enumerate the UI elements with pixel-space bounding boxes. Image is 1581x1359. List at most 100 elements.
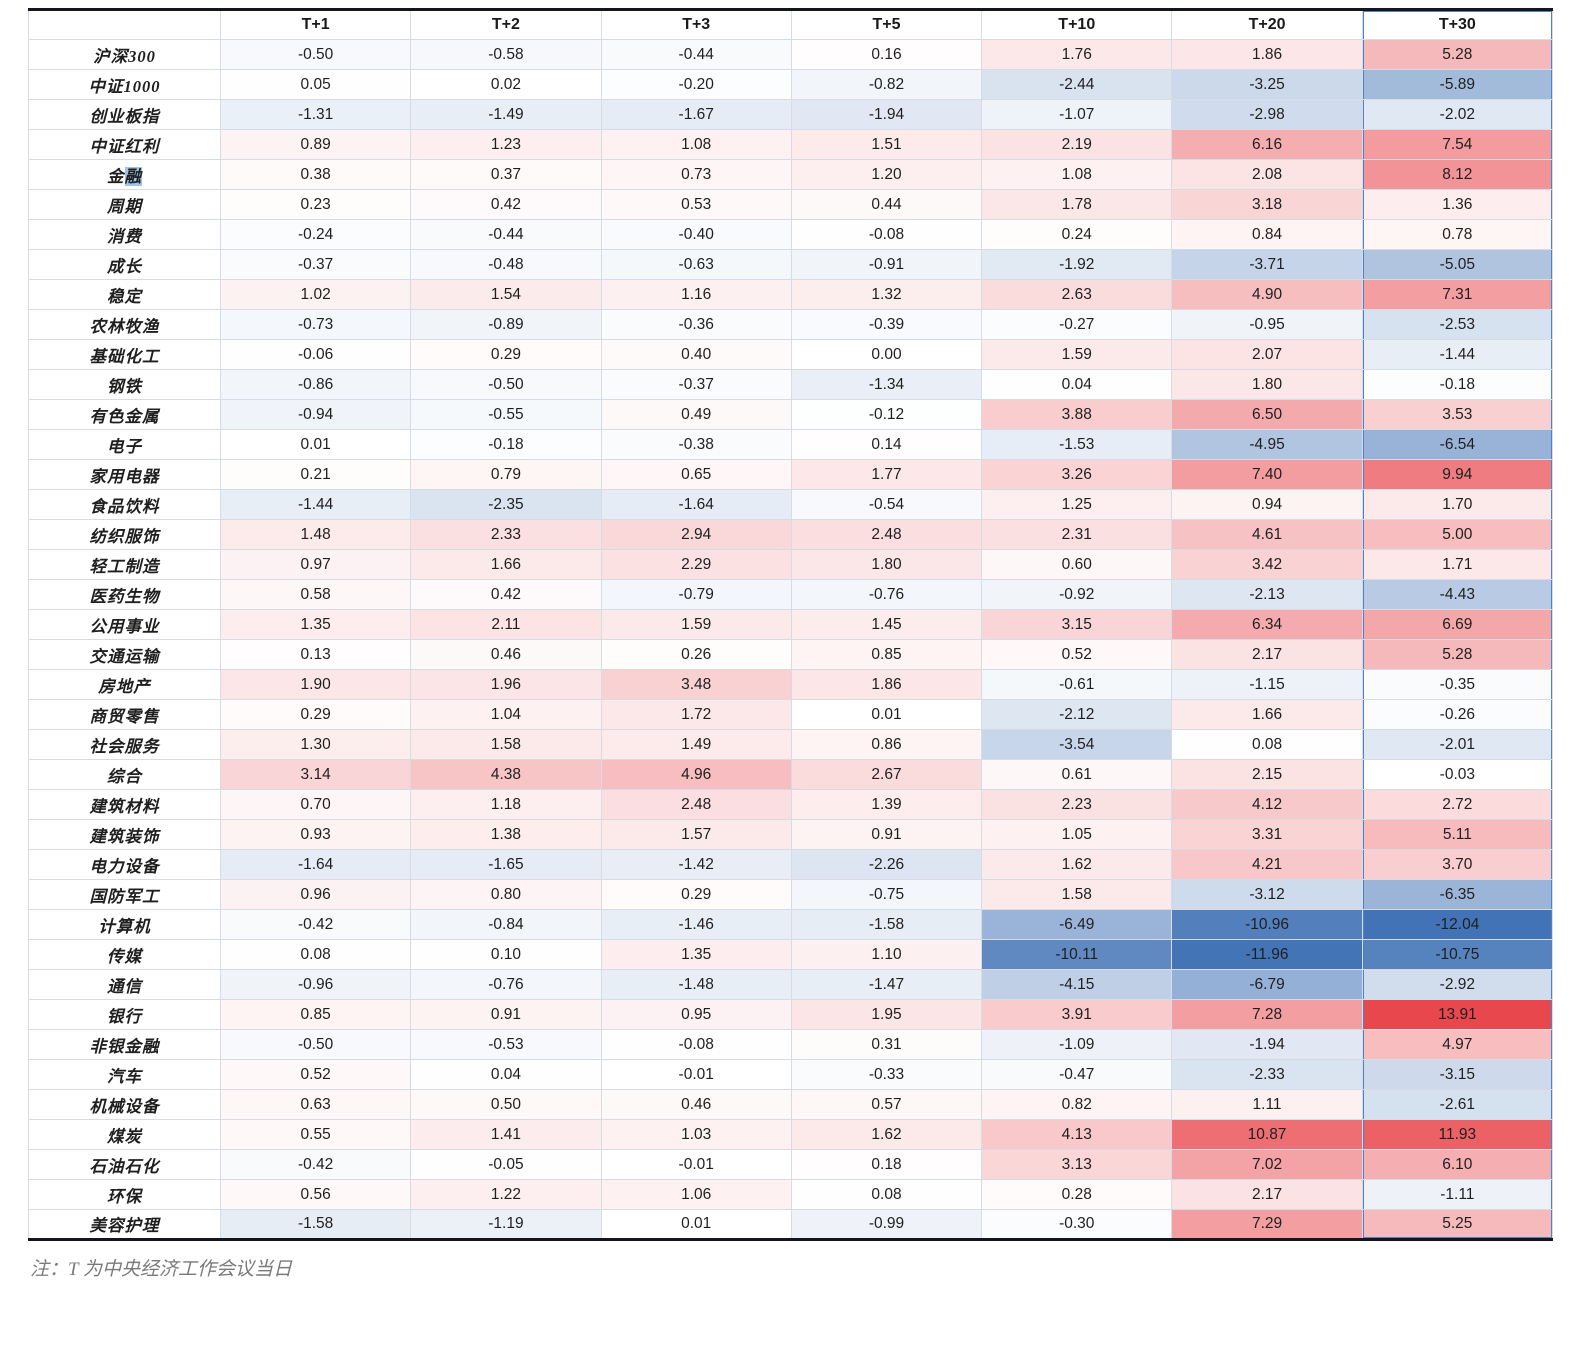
- heatmap-cell[interactable]: 5.11: [1361, 819, 1554, 850]
- heatmap-cell[interactable]: 0.37: [410, 159, 602, 190]
- heatmap-cell[interactable]: -0.44: [410, 219, 602, 250]
- heatmap-cell[interactable]: 0.52: [219, 1059, 412, 1090]
- heatmap-cell[interactable]: -0.50: [219, 39, 412, 70]
- column-header-t1[interactable]: T+1: [219, 9, 412, 40]
- heatmap-cell[interactable]: -0.42: [219, 1149, 412, 1180]
- heatmap-cell[interactable]: 1.05: [981, 819, 1173, 850]
- heatmap-cell[interactable]: 0.29: [600, 879, 792, 910]
- heatmap-cell[interactable]: -1.11: [1361, 1179, 1554, 1210]
- column-header-t20[interactable]: T+20: [1171, 9, 1363, 40]
- heatmap-cell[interactable]: 0.57: [790, 1089, 983, 1120]
- heatmap-cell[interactable]: -0.08: [600, 1029, 792, 1060]
- heatmap-cell[interactable]: 11.93: [1361, 1119, 1554, 1150]
- heatmap-cell[interactable]: -0.63: [600, 249, 792, 280]
- heatmap-cell[interactable]: 10.87: [1171, 1119, 1363, 1150]
- heatmap-cell[interactable]: 0.58: [219, 579, 412, 610]
- heatmap-cell[interactable]: 0.29: [219, 699, 412, 730]
- heatmap-cell[interactable]: 4.38: [410, 759, 602, 790]
- heatmap-cell[interactable]: -0.33: [790, 1059, 983, 1090]
- row-label[interactable]: 电子: [28, 429, 221, 460]
- heatmap-cell[interactable]: 3.26: [981, 459, 1173, 490]
- heatmap-cell[interactable]: -0.18: [410, 429, 602, 460]
- row-label[interactable]: 中证1000: [28, 69, 221, 100]
- heatmap-cell[interactable]: 1.39: [790, 789, 983, 820]
- heatmap-cell[interactable]: -3.15: [1361, 1059, 1554, 1090]
- heatmap-cell[interactable]: -0.96: [219, 969, 412, 1000]
- heatmap-cell[interactable]: -0.47: [981, 1059, 1173, 1090]
- heatmap-cell[interactable]: 5.00: [1361, 519, 1554, 550]
- row-label[interactable]: 有色金属: [28, 399, 221, 430]
- heatmap-cell[interactable]: 0.16: [790, 39, 983, 70]
- heatmap-cell[interactable]: 0.01: [600, 1209, 792, 1240]
- heatmap-cell[interactable]: 5.25: [1361, 1209, 1554, 1240]
- heatmap-cell[interactable]: -1.44: [1361, 339, 1554, 370]
- heatmap-cell[interactable]: 1.08: [600, 129, 792, 160]
- heatmap-cell[interactable]: 4.97: [1361, 1029, 1554, 1060]
- heatmap-cell[interactable]: 0.44: [790, 189, 983, 220]
- heatmap-cell[interactable]: 1.35: [600, 939, 792, 970]
- heatmap-cell[interactable]: -1.64: [219, 849, 412, 880]
- heatmap-cell[interactable]: -1.07: [981, 99, 1173, 130]
- heatmap-cell[interactable]: 1.72: [600, 699, 792, 730]
- heatmap-cell[interactable]: -1.58: [790, 909, 983, 940]
- heatmap-cell[interactable]: 0.85: [219, 999, 412, 1030]
- heatmap-cell[interactable]: -0.01: [600, 1149, 792, 1180]
- heatmap-cell[interactable]: 0.13: [219, 639, 412, 670]
- heatmap-cell[interactable]: -2.61: [1361, 1089, 1554, 1120]
- heatmap-cell[interactable]: 2.67: [790, 759, 983, 790]
- heatmap-cell[interactable]: -0.82: [790, 69, 983, 100]
- heatmap-cell[interactable]: 7.28: [1171, 999, 1363, 1030]
- heatmap-cell[interactable]: 0.18: [790, 1149, 983, 1180]
- heatmap-cell[interactable]: 0.79: [410, 459, 602, 490]
- heatmap-cell[interactable]: 1.54: [410, 279, 602, 310]
- heatmap-cell[interactable]: -6.35: [1361, 879, 1554, 910]
- heatmap-cell[interactable]: -1.58: [219, 1209, 412, 1240]
- heatmap-cell[interactable]: 3.53: [1361, 399, 1554, 430]
- row-label[interactable]: 食品饮料: [28, 489, 221, 520]
- column-header-t30[interactable]: T+30: [1361, 9, 1554, 40]
- heatmap-cell[interactable]: 7.31: [1361, 279, 1554, 310]
- row-label[interactable]: 消费: [28, 219, 221, 250]
- heatmap-cell[interactable]: 0.85: [790, 639, 983, 670]
- heatmap-cell[interactable]: 1.86: [790, 669, 983, 700]
- heatmap-cell[interactable]: 0.10: [410, 939, 602, 970]
- heatmap-cell[interactable]: 3.42: [1171, 549, 1363, 580]
- heatmap-cell[interactable]: -3.54: [981, 729, 1173, 760]
- heatmap-cell[interactable]: 6.16: [1171, 129, 1363, 160]
- heatmap-cell[interactable]: 2.72: [1361, 789, 1554, 820]
- row-label[interactable]: 煤炭: [28, 1119, 221, 1150]
- heatmap-cell[interactable]: -0.58: [410, 39, 602, 70]
- row-label[interactable]: 国防军工: [28, 879, 221, 910]
- heatmap-cell[interactable]: 0.93: [219, 819, 412, 850]
- heatmap-cell[interactable]: 2.11: [410, 609, 602, 640]
- heatmap-cell[interactable]: 1.35: [219, 609, 412, 640]
- heatmap-cell[interactable]: -4.43: [1361, 579, 1554, 610]
- heatmap-cell[interactable]: 7.40: [1171, 459, 1363, 490]
- heatmap-cell[interactable]: -0.61: [981, 669, 1173, 700]
- heatmap-cell[interactable]: -2.53: [1361, 309, 1554, 340]
- heatmap-cell[interactable]: 0.46: [410, 639, 602, 670]
- heatmap-cell[interactable]: 2.29: [600, 549, 792, 580]
- heatmap-cell[interactable]: 1.62: [790, 1119, 983, 1150]
- heatmap-cell[interactable]: 0.42: [410, 189, 602, 220]
- row-label[interactable]: 通信: [28, 969, 221, 1000]
- heatmap-cell[interactable]: -2.26: [790, 849, 983, 880]
- heatmap-cell[interactable]: 2.48: [600, 789, 792, 820]
- heatmap-cell[interactable]: 8.12: [1361, 159, 1554, 190]
- heatmap-cell[interactable]: -0.48: [410, 249, 602, 280]
- heatmap-cell[interactable]: -1.47: [790, 969, 983, 1000]
- heatmap-cell[interactable]: -1.65: [410, 849, 602, 880]
- heatmap-cell[interactable]: 6.34: [1171, 609, 1363, 640]
- heatmap-cell[interactable]: 1.77: [790, 459, 983, 490]
- heatmap-cell[interactable]: -4.95: [1171, 429, 1363, 460]
- column-header-t10[interactable]: T+10: [981, 9, 1173, 40]
- heatmap-cell[interactable]: -1.94: [1171, 1029, 1363, 1060]
- heatmap-cell[interactable]: 0.29: [410, 339, 602, 370]
- heatmap-cell[interactable]: -1.19: [410, 1209, 602, 1240]
- heatmap-cell[interactable]: -0.94: [219, 399, 412, 430]
- row-label[interactable]: 纺织服饰: [28, 519, 221, 550]
- heatmap-cell[interactable]: 0.31: [790, 1029, 983, 1060]
- heatmap-cell[interactable]: 0.26: [600, 639, 792, 670]
- heatmap-cell[interactable]: -0.91: [790, 249, 983, 280]
- heatmap-cell[interactable]: 2.17: [1171, 639, 1363, 670]
